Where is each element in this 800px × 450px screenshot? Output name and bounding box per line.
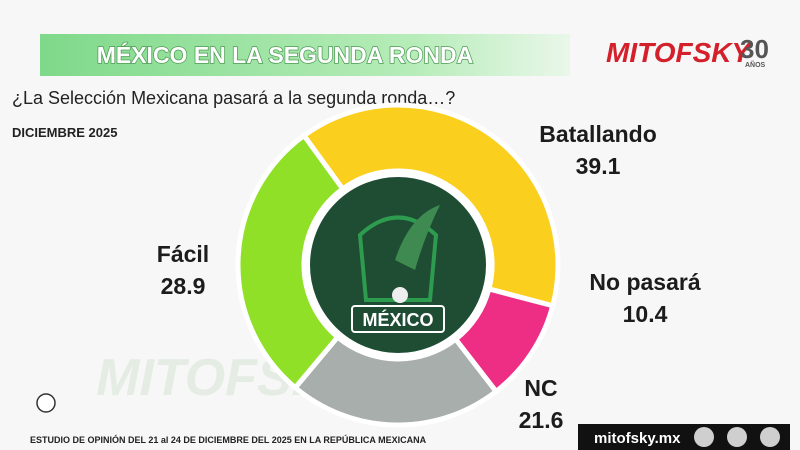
title: MÉXICO EN LA SEGUNDA RONDA [97, 41, 474, 68]
ball-icon [36, 393, 56, 413]
value-label: 39.1 [576, 153, 621, 179]
donut-segment [291, 333, 500, 428]
facebook-icon[interactable] [727, 427, 747, 447]
logo: MITOFSKY [606, 37, 752, 68]
title-banner [40, 34, 570, 76]
question: ¿La Selección Mexicana pasará a la segun… [12, 88, 455, 108]
value-label: 21.6 [519, 407, 564, 433]
value-label: 28.9 [161, 273, 206, 299]
donut-segment [300, 102, 561, 309]
emblem-ball [392, 287, 408, 303]
donut-chart [235, 102, 561, 428]
emblem-eagle [395, 205, 440, 270]
donut-segment [235, 132, 347, 392]
logo-years-word: AÑOS [745, 60, 766, 69]
site: mitofsky.mx [594, 430, 681, 447]
youtube-icon[interactable] [760, 427, 780, 447]
footer-box [578, 424, 790, 450]
logo-years: 30 [740, 34, 769, 64]
value-label: 10.4 [623, 301, 668, 327]
category-label: No pasará [589, 269, 700, 295]
date: DICIEMBRE 2025 [12, 125, 117, 140]
center-label: MÉXICO [362, 309, 433, 330]
category-label: Fácil [157, 241, 209, 267]
x-icon[interactable] [694, 427, 714, 447]
emblem-shield [357, 215, 439, 302]
category-label: Batallando [539, 121, 657, 147]
emblem-frame [351, 305, 445, 333]
category-label: NC [524, 375, 557, 401]
footer-note: ESTUDIO DE OPINIÓN DEL 21 al 24 DE DICIE… [30, 434, 427, 445]
